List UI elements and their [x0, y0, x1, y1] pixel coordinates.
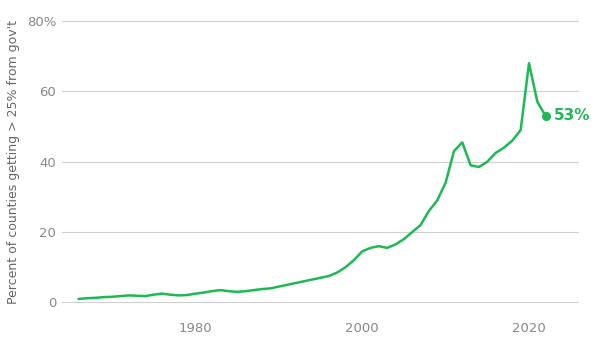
Text: 53%: 53%: [554, 108, 590, 123]
Y-axis label: Percent of counties getting > 25% from gov't: Percent of counties getting > 25% from g…: [7, 20, 20, 304]
